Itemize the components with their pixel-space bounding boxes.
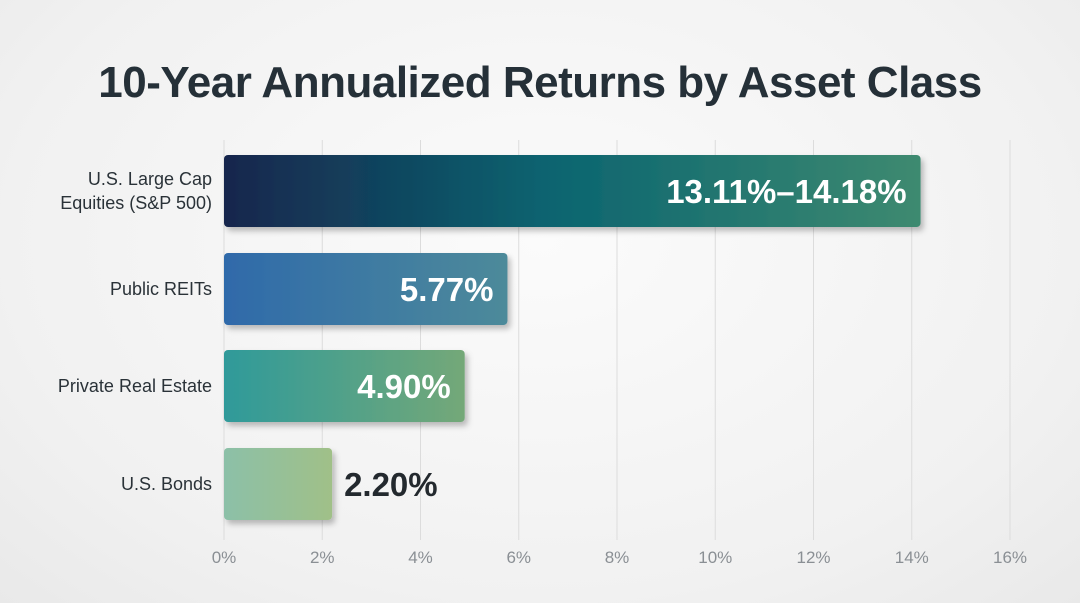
- x-tick-label: 4%: [408, 548, 433, 567]
- bar: [224, 350, 465, 422]
- x-tick-label: 8%: [605, 548, 630, 567]
- x-tick-label: 14%: [895, 548, 929, 567]
- x-tick-label: 16%: [993, 548, 1027, 567]
- bar: [224, 253, 508, 325]
- data-label: 4.90%: [357, 368, 451, 405]
- x-tick-label: 6%: [506, 548, 531, 567]
- category-label: U.S. Bonds: [121, 474, 212, 494]
- x-tick-label: 0%: [212, 548, 237, 567]
- x-tick-label: 2%: [310, 548, 335, 567]
- data-label: 5.77%: [400, 271, 494, 308]
- category-label: U.S. Large Cap: [88, 169, 212, 189]
- bar: [224, 155, 921, 227]
- data-label: 2.20%: [344, 466, 438, 503]
- chart-title: 10-Year Annualized Returns by Asset Clas…: [98, 58, 982, 107]
- x-tick-label: 12%: [796, 548, 830, 567]
- x-tick-label: 10%: [698, 548, 732, 567]
- category-label: Equities (S&P 500): [60, 193, 212, 213]
- category-label: Private Real Estate: [58, 376, 212, 396]
- category-label: Public REITs: [110, 279, 212, 299]
- bar: [224, 448, 333, 520]
- data-label: 13.11%–14.18%: [666, 173, 906, 210]
